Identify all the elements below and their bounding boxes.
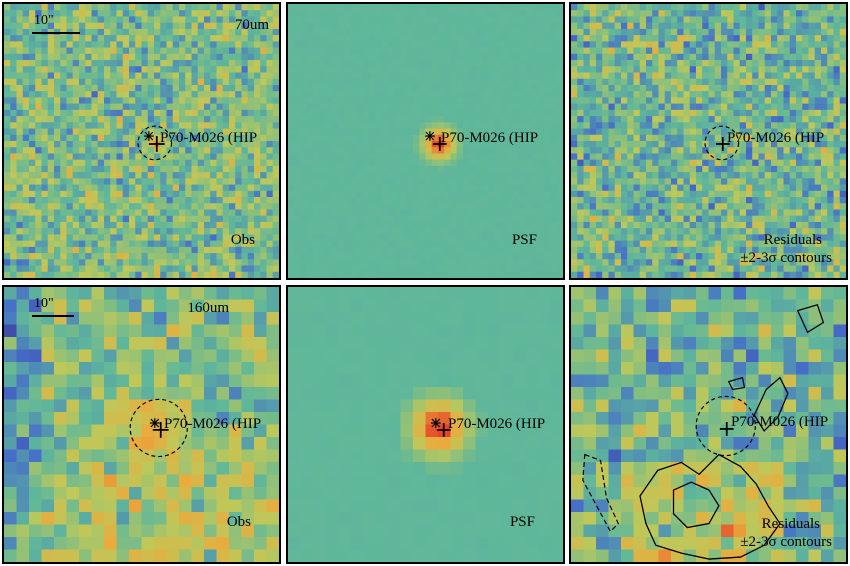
source-label: P70-M026 (HIP	[164, 416, 262, 432]
scale-bar	[32, 315, 74, 317]
corner-label: Obs	[230, 232, 255, 248]
panel-70um-residuals: P70-M026 (HIP Residuals ±2-3σ contours	[569, 2, 848, 280]
band-label: 160um	[187, 300, 229, 316]
map-70um-residuals	[571, 4, 846, 278]
band-label: 70um	[234, 17, 269, 33]
corner-label-contours: ±2-3σ contours	[740, 534, 832, 550]
source-label: P70-M026 (HIP	[727, 130, 825, 146]
scale-label: 10"	[34, 13, 54, 28]
corner-label-contours: ±2-3σ contours	[740, 250, 832, 266]
scale-bar	[32, 32, 80, 34]
corner-label: PSF	[509, 514, 535, 530]
corner-label: Obs	[226, 514, 251, 530]
source-label: P70-M026 (HIP	[731, 414, 829, 430]
map-160um-obs	[4, 287, 279, 562]
panel-160um-obs: 10" 160um P70-M026 (HIP Obs	[2, 285, 281, 564]
scale-label: 10"	[34, 296, 54, 311]
corner-label: PSF	[511, 232, 537, 248]
corner-label: Residuals	[761, 516, 820, 532]
panel-160um-residuals: P70-M026 (HIP Residuals ±2-3σ contours	[569, 285, 848, 564]
panel-70um-obs: 10" 70um P70-M026 (HIP Obs	[2, 2, 281, 280]
panel-70um-psf: P70-M026 (HIP PSF	[286, 2, 565, 280]
panel-160um-psf: P70-M026 (HIP PSF	[286, 285, 565, 564]
source-label: P70-M026 (HIP	[160, 130, 258, 146]
map-160um-psf	[288, 287, 563, 562]
corner-label: Residuals	[763, 232, 822, 248]
source-label: P70-M026 (HIP	[448, 416, 546, 432]
map-70um-psf	[288, 4, 563, 278]
source-label: P70-M026 (HIP	[441, 130, 539, 146]
map-70um-obs	[4, 4, 279, 278]
